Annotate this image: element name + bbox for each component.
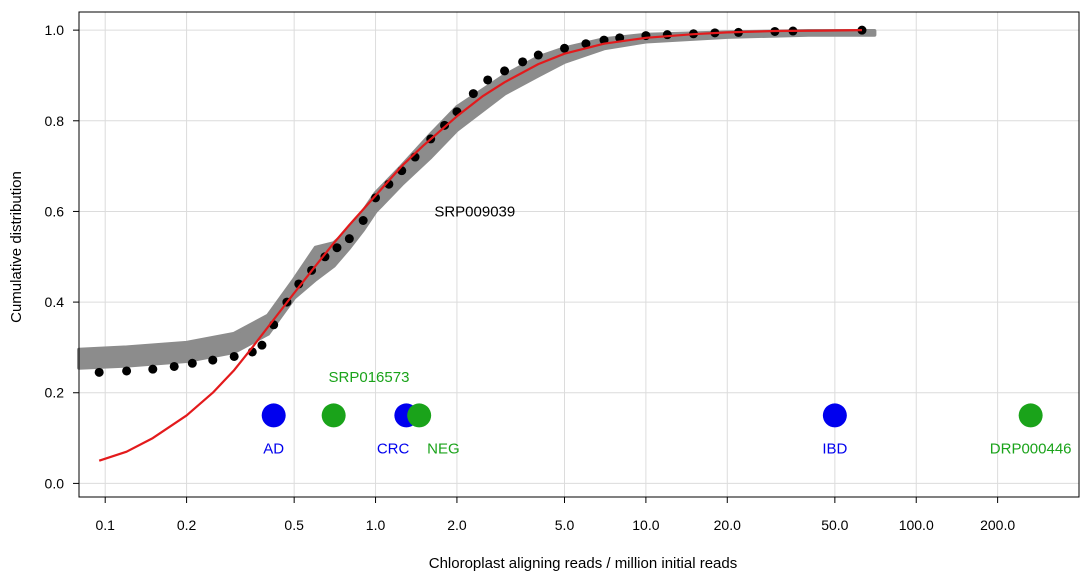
- annotation-srp016573: SRP016573: [329, 369, 410, 386]
- reference-band: [77, 29, 877, 370]
- study-point-neg: [407, 403, 432, 428]
- cdf-point: [148, 364, 158, 374]
- study-label-ad: AD: [263, 440, 284, 457]
- cdf-point: [294, 279, 304, 289]
- x-tick-label: 5.0: [555, 517, 575, 533]
- cdf-point: [257, 340, 267, 350]
- axis-ticks: 0.1 0.2 0.5 1.0 2.0 5.0 10.0 20.0 50.0 100.0 200.0…: [45, 22, 1016, 533]
- cdf-point: [468, 89, 478, 99]
- study-point-ibd: [822, 403, 847, 428]
- study-label-neg: NEG: [427, 440, 460, 457]
- cdf-point: [440, 120, 450, 130]
- x-tick-label: 200.0: [980, 517, 1015, 533]
- x-tick-label: 20.0: [714, 517, 741, 533]
- cdf-point: [169, 361, 179, 371]
- x-tick-label: 0.5: [284, 517, 304, 533]
- x-tick-label: 0.2: [177, 517, 197, 533]
- y-tick-label: 0.8: [45, 113, 65, 129]
- study-point-unlabeled: [321, 403, 346, 428]
- empirical-cdf-points: [94, 25, 867, 377]
- cdf-point: [662, 30, 672, 40]
- x-tick-label: 100.0: [899, 517, 934, 533]
- study-label-ibd: IBD: [822, 440, 847, 457]
- fit-curve: [98, 29, 863, 462]
- annotations: SRP009039 SRP016573: [329, 203, 516, 385]
- reference-band-area: [77, 29, 877, 370]
- cdf-point: [332, 243, 342, 253]
- study-label-crc: CRC: [377, 440, 410, 457]
- plot-frame: [78, 11, 1080, 498]
- x-axis-title: Chloroplast aligning reads / million ini…: [429, 555, 738, 572]
- x-tick-label: 2.0: [447, 517, 467, 533]
- cdf-point: [122, 366, 132, 376]
- cdf-point: [187, 358, 197, 368]
- x-tick-label: 50.0: [821, 517, 848, 533]
- plot-border: [78, 11, 1080, 498]
- cdf-point: [358, 216, 368, 226]
- annotation-srp009039: SRP009039: [434, 203, 515, 220]
- cdf-point: [94, 367, 104, 377]
- y-tick-label: 0.4: [45, 294, 65, 310]
- grid-lines: [79, 12, 1079, 497]
- y-tick-label: 0.0: [45, 475, 65, 491]
- cdf-point: [533, 50, 543, 60]
- cdf-point: [371, 193, 381, 203]
- cdf-point: [483, 75, 493, 85]
- cdf-point: [500, 66, 510, 76]
- cdf-point: [518, 57, 528, 67]
- cdf-point: [229, 351, 239, 361]
- y-tick-label: 0.2: [45, 385, 65, 401]
- fit-curve-line: [98, 29, 863, 462]
- cdf-point: [344, 234, 354, 244]
- x-tick-label: 0.1: [95, 517, 115, 533]
- study-points: AD CRC NEG IBD DRP000446: [261, 403, 1072, 457]
- cdf-point: [320, 252, 330, 262]
- y-tick-label: 0.6: [45, 203, 65, 219]
- cdf-point: [560, 43, 570, 53]
- cdf-point: [581, 39, 591, 49]
- x-tick-label: 10.0: [632, 517, 659, 533]
- study-point-drp000446: [1018, 403, 1043, 428]
- y-axis-title: Cumulative distribution: [8, 171, 25, 323]
- study-point-ad: [261, 403, 286, 428]
- cdf-point: [208, 355, 218, 365]
- x-tick-label: 1.0: [366, 517, 386, 533]
- study-label-drp000446: DRP000446: [990, 440, 1072, 457]
- y-tick-label: 1.0: [45, 22, 65, 38]
